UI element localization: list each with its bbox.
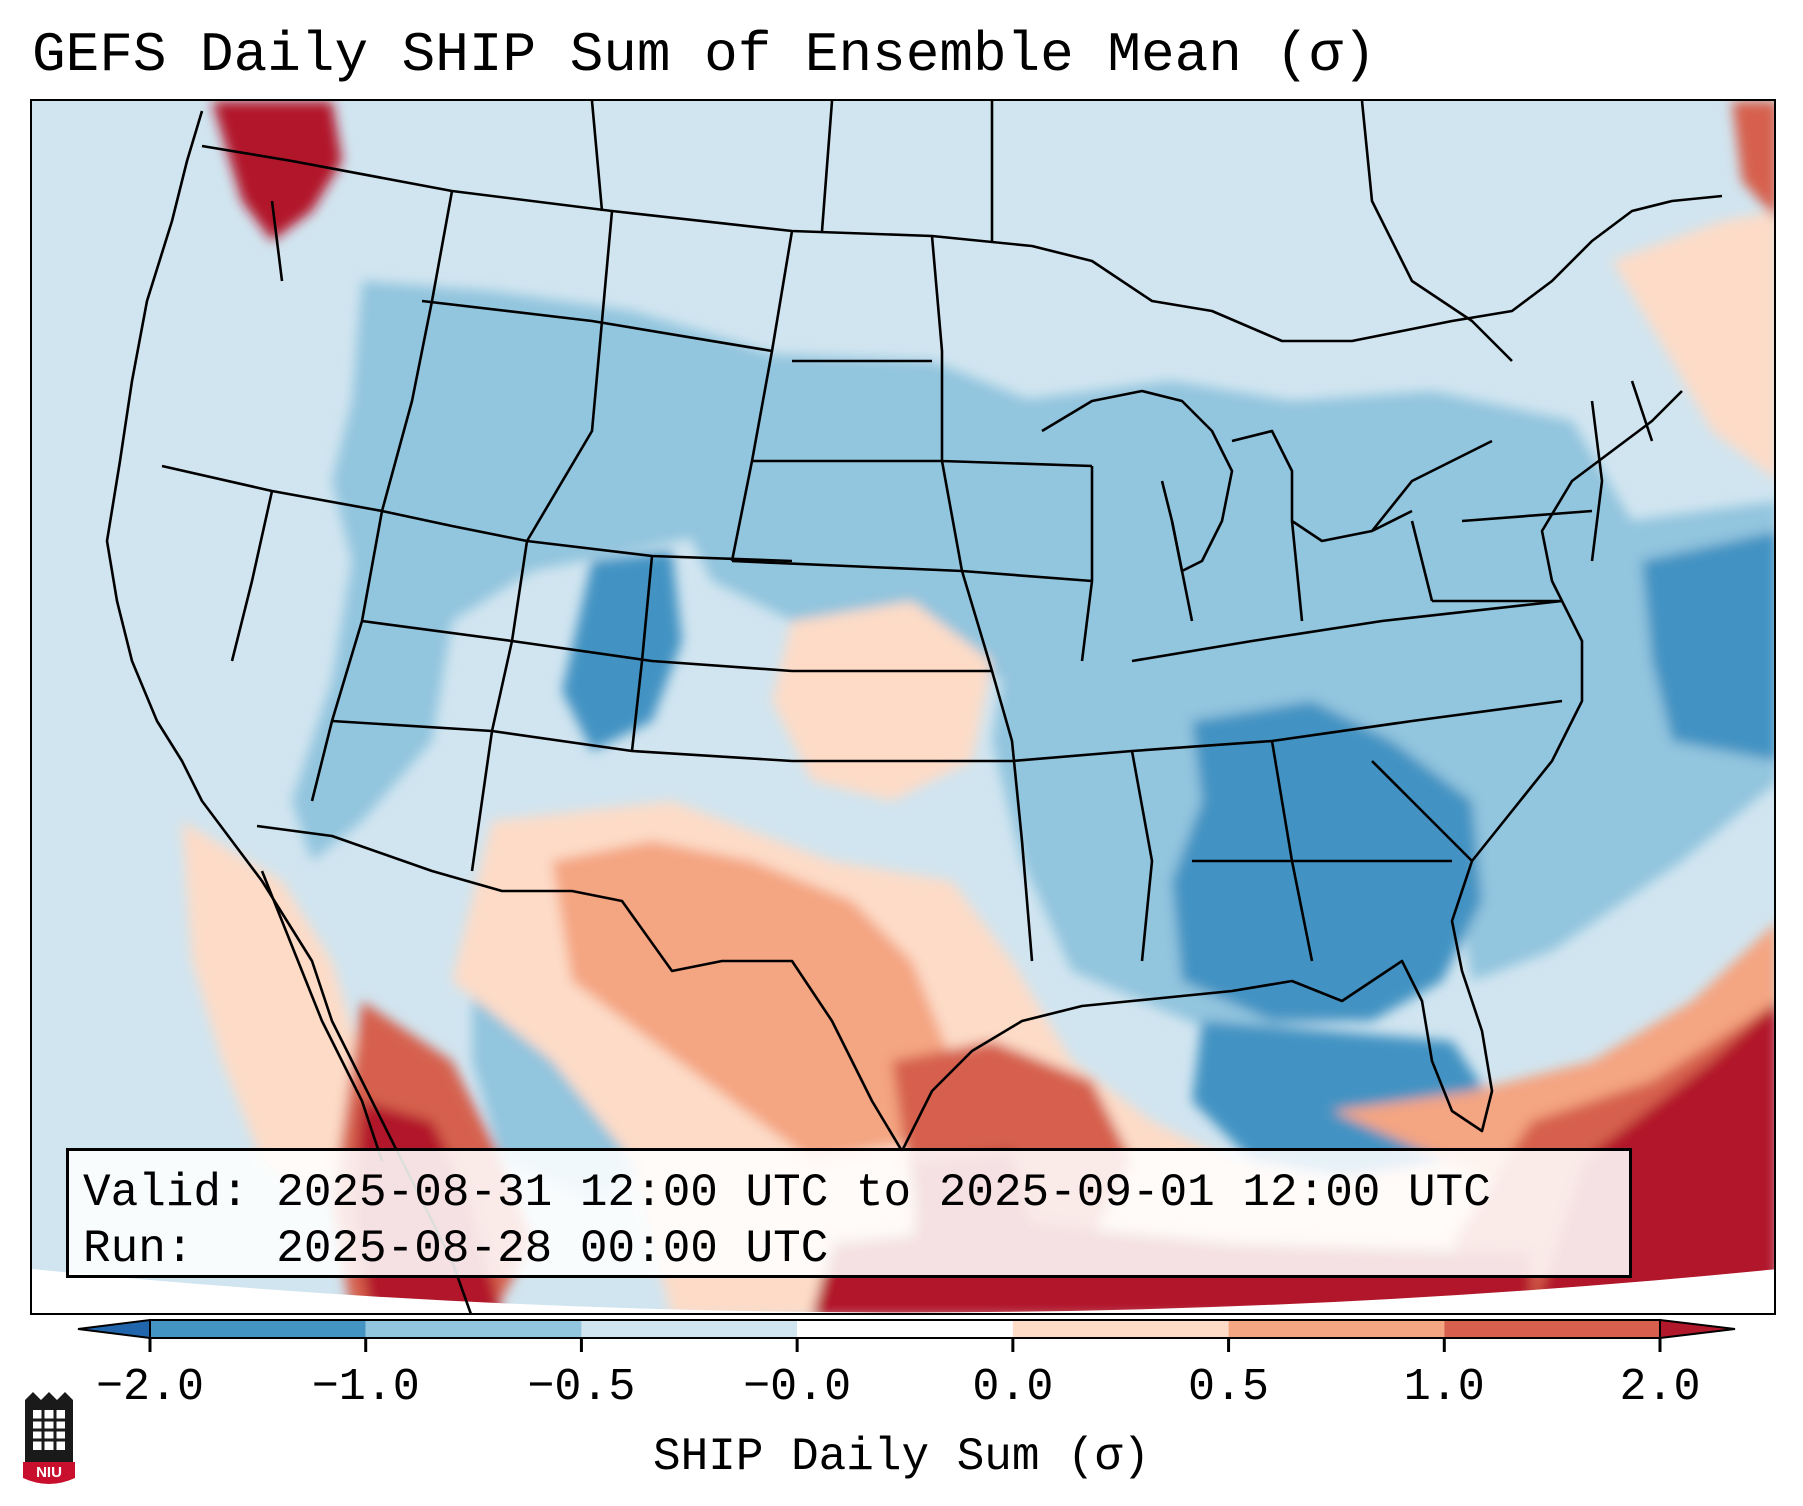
colorbar-tick-label: 1.0 (1403, 1362, 1485, 1413)
field-region-pacific-pos (182, 821, 362, 1201)
field-region-west-interior (292, 281, 792, 861)
colorbar-tick-label: −2.0 (95, 1362, 205, 1413)
colorbar-ticks (148, 1338, 1662, 1352)
field-region-kansas-pos (772, 601, 992, 801)
field-region-pnw-extreme (212, 101, 342, 241)
colorbar-bin (1228, 1320, 1445, 1338)
colorbar-bin (1444, 1320, 1660, 1338)
field-region-colorado-low (562, 551, 682, 751)
colorbar-tick-label: −0.0 (743, 1362, 852, 1413)
state-lines-central (731, 235, 1563, 962)
logo-shield (23, 1462, 75, 1484)
colorbar-bin (365, 1320, 582, 1338)
us-canada-border (201, 144, 1723, 343)
canada-provinces (590, 101, 1513, 362)
niu-logo: NIU (23, 1392, 75, 1484)
valid-time-text: Valid: 2025-08-31 12:00 UTC to 2025-09-0… (83, 1167, 1491, 1219)
colorbar-bins (77, 1318, 1736, 1340)
field-region-southwest-mid (552, 841, 952, 1161)
colorbar-frame (149, 1319, 1661, 1339)
map-panel (30, 99, 1776, 1315)
colorbar-bin (150, 1320, 366, 1338)
gulf-coast (900, 390, 1683, 1152)
coastline-west (105, 110, 472, 1313)
boundary-lines (105, 101, 1723, 1313)
map-canvas (32, 101, 1774, 1313)
coastline-baja (260, 870, 384, 1162)
run-time-text: Run: 2025-08-28 00:00 UTC (83, 1223, 829, 1275)
state-lines-east (1170, 380, 1654, 862)
us-mexico-border (256, 824, 904, 1152)
colorbar-bin (797, 1320, 1013, 1338)
colorbar-tick-label: 0.0 (972, 1362, 1054, 1413)
colorbar-tick-label: −0.5 (527, 1362, 636, 1413)
colorbar-bin (1012, 1320, 1229, 1338)
field-region-atlantic-low (1642, 531, 1774, 761)
colorbar-extend-low (77, 1318, 151, 1340)
logo-grid (33, 1410, 65, 1450)
logo-text: NIU (36, 1464, 62, 1481)
colorbar-bin (581, 1320, 798, 1338)
state-lines-west (161, 190, 794, 872)
logo-battlement (25, 1392, 73, 1400)
colorbar-tick-label: 0.5 (1188, 1362, 1270, 1413)
valid-run-info: Valid: 2025-08-31 12:00 UTC to 2025-09-0… (66, 1148, 1632, 1278)
field-region-northeast-pos (1612, 211, 1774, 478)
colorbar-tick-label: −1.0 (311, 1362, 420, 1413)
chart-title: GEFS Daily SHIP Sum of Ensemble Mean (σ) (32, 23, 1377, 87)
field-region-maine-extreme (1732, 101, 1774, 217)
colorbar-tick-label: 2.0 (1619, 1362, 1701, 1413)
colorbar-extend-high (1659, 1318, 1736, 1340)
colorbar-label: SHIP Daily Sum (σ) (653, 1431, 1150, 1483)
